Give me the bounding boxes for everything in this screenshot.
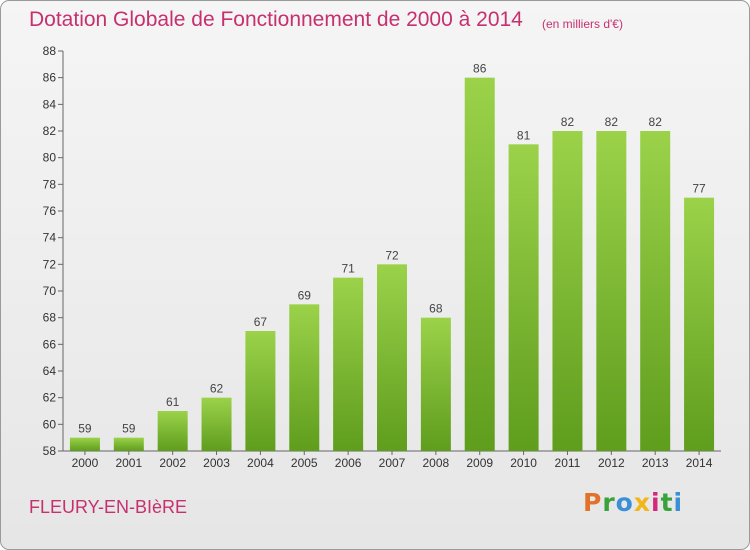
x-tick-label: 2006 (335, 456, 362, 470)
y-tick-label: 66 (43, 337, 57, 351)
x-tick-label: 2004 (247, 456, 274, 470)
bar-2009 (464, 77, 495, 452)
data-label: 81 (517, 128, 531, 142)
y-tick-label: 58 (43, 444, 57, 458)
y-tick-label: 68 (43, 311, 57, 325)
bar-2000 (69, 437, 100, 451)
data-label: 59 (78, 422, 92, 436)
x-tick-label: 2008 (423, 456, 450, 470)
y-tick-label: 74 (43, 231, 57, 245)
x-tick-label: 2014 (686, 456, 713, 470)
x-tick-label: 2010 (510, 456, 537, 470)
chart-subtitle: (en milliers d'€) (542, 17, 623, 31)
data-label: 71 (341, 262, 355, 276)
y-tick-label: 88 (43, 44, 57, 58)
y-tick-label: 76 (43, 204, 57, 218)
x-tick-label: 2005 (291, 456, 318, 470)
x-tick-label: 2012 (598, 456, 625, 470)
bars (69, 77, 715, 452)
x-tick-label: 2002 (159, 456, 186, 470)
y-tick-label: 70 (43, 284, 57, 298)
x-tick-label: 2001 (115, 456, 142, 470)
y-tick-label: 84 (43, 97, 57, 111)
data-label: 82 (561, 115, 575, 129)
x-tick-label: 2013 (642, 456, 669, 470)
commune-name: FLEURY-EN-BIèRE (29, 497, 188, 517)
data-label: 77 (692, 182, 706, 196)
x-tick-label: 2009 (466, 456, 493, 470)
bar-2013 (640, 131, 671, 451)
bar-2001 (113, 437, 144, 451)
data-label: 82 (605, 115, 619, 129)
x-tick-label: 2003 (203, 456, 230, 470)
bar-2012 (596, 131, 627, 451)
y-tick-label: 86 (43, 71, 57, 85)
data-label: 62 (210, 382, 224, 396)
x-tick-label: 2011 (555, 456, 581, 470)
data-label: 82 (649, 115, 663, 129)
y-tick-label: 80 (43, 151, 57, 165)
bar-2010 (508, 144, 539, 452)
bar-2002 (157, 411, 188, 451)
bar-2007 (377, 264, 407, 451)
data-label: 86 (473, 62, 487, 76)
data-label: 69 (298, 288, 312, 302)
proxiti-logo: Proxiti (583, 488, 684, 517)
bar-2011 (552, 131, 583, 451)
data-label: 68 (429, 302, 443, 316)
x-tick-label: 2000 (72, 456, 99, 470)
bar-2003 (201, 397, 232, 451)
x-tick-label: 2007 (379, 456, 406, 470)
chart-title: Dotation Globale de Fonctionnement de 20… (29, 8, 523, 31)
labels: 2000 59 2001 59 2002 61 2003 62 2004 67 2005 69 2006… (72, 62, 713, 470)
y-tick-label: 62 (43, 391, 57, 405)
bar-2004 (245, 331, 276, 451)
data-label: 72 (385, 248, 399, 262)
data-label: 61 (166, 395, 180, 409)
bar-2005 (289, 304, 320, 451)
data-label: 59 (122, 422, 136, 436)
y-tick-label: 82 (43, 124, 57, 138)
y-tick-label: 64 (43, 364, 57, 378)
bar-2008 (420, 317, 451, 451)
y-tick-label: 78 (43, 177, 57, 191)
data-label: 67 (254, 315, 268, 329)
y-tick-label: 72 (43, 257, 57, 271)
bar-2006 (333, 277, 364, 451)
bar-2014 (684, 197, 715, 451)
y-tick-label: 60 (43, 417, 57, 431)
